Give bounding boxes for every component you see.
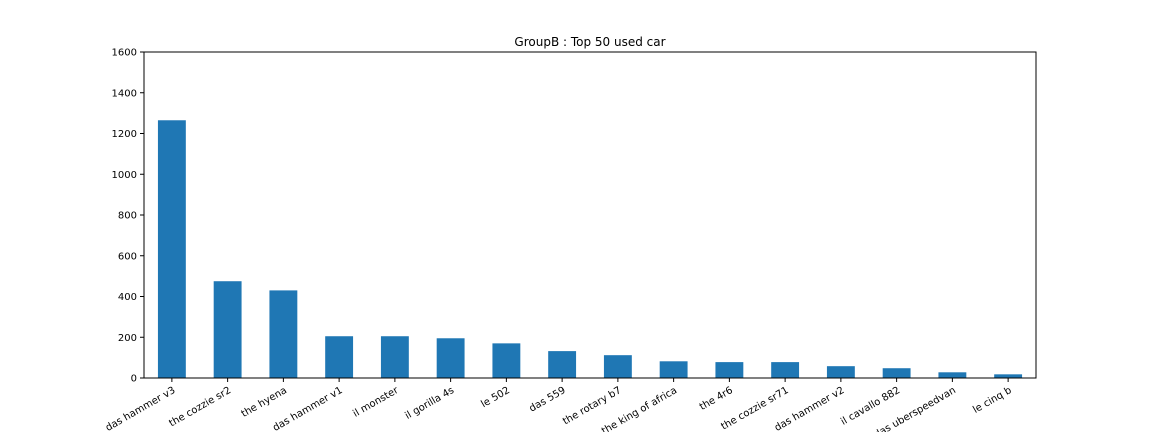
bar-4 <box>380 336 409 378</box>
y-tick-label-8: 1600 <box>112 48 137 59</box>
bar-8 <box>603 355 632 378</box>
x-tick-label-4: il monster <box>351 385 401 420</box>
x-tick-label-10: the 4r6 <box>698 385 735 413</box>
bar-1 <box>213 281 242 378</box>
x-tick-label-7: das 559 <box>528 385 568 415</box>
bar-11 <box>771 362 800 378</box>
y-tick-label-0: 0 <box>131 374 137 385</box>
bars-group <box>157 120 1023 378</box>
y-axis: 0 200 400 600 800 1000 1200 1400 1600 <box>112 48 144 385</box>
y-tick-label-1: 200 <box>118 333 137 344</box>
x-tick-label-2: the hyena <box>240 385 289 420</box>
y-tick-label-7: 1400 <box>112 88 137 99</box>
y-tick-label-4: 800 <box>118 211 137 222</box>
bar-6 <box>492 343 521 378</box>
bar-15 <box>994 374 1023 378</box>
x-tick-label-0: das hammer v3 <box>104 385 178 432</box>
bar-12 <box>826 366 855 378</box>
bar-0 <box>157 120 186 378</box>
y-tick-label-2: 400 <box>118 292 137 303</box>
bar-7 <box>548 351 577 378</box>
bar-10 <box>715 362 744 378</box>
x-tick-label-6: le 502 <box>479 385 512 410</box>
bar-2 <box>269 290 298 378</box>
plot-frame <box>143 51 1037 379</box>
y-tick-label-3: 600 <box>118 251 137 262</box>
y-tick-label-5: 1000 <box>112 170 137 181</box>
x-tick-label-5: il gorilla 4s <box>403 385 456 422</box>
bar-3 <box>325 336 354 378</box>
x-tick-label-1: the cozzie sr2 <box>167 385 233 429</box>
x-tick-label-15: le cinq b <box>971 385 1013 416</box>
y-tick-label-6: 1200 <box>112 129 137 140</box>
bar-13 <box>882 368 911 378</box>
bar-9 <box>659 361 688 378</box>
chart-title: GroupB : Top 50 used car <box>514 35 665 49</box>
bar-14 <box>938 372 967 378</box>
bar-5 <box>436 338 465 378</box>
